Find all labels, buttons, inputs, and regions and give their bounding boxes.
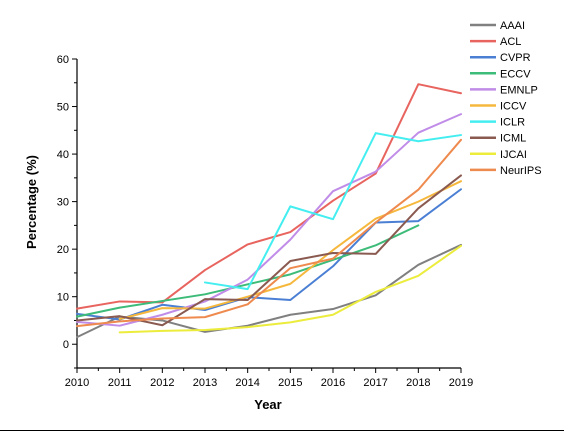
y-tick-label: 10	[57, 292, 69, 304]
legend-label-icml: ICML	[500, 133, 526, 145]
legend-label-aaai: AAAI	[500, 20, 525, 32]
series-line-emnlp	[76, 113, 462, 327]
x-tick-label: 2012	[150, 377, 174, 389]
y-tick-label: 0	[63, 339, 69, 351]
x-tick-label: 2016	[321, 377, 345, 389]
series-line-iclr	[204, 132, 462, 291]
x-tick-label: 2017	[363, 377, 387, 389]
y-tick-label: 40	[57, 149, 69, 161]
legend-label-ijcai: IJCAI	[500, 149, 527, 161]
x-tick-label: 2015	[278, 377, 302, 389]
legend-label-acl: ACL	[500, 36, 521, 48]
series-line-ijcai	[118, 244, 462, 334]
x-tick-label: 2010	[65, 377, 89, 389]
x-tick-label: 2019	[449, 377, 473, 389]
series-line-aaai	[76, 243, 462, 339]
legend-label-iclr: ICLR	[500, 117, 525, 129]
x-tick-label: 2014	[235, 377, 259, 389]
series-line-acl	[76, 83, 462, 310]
y-tick-label: 20	[57, 244, 69, 256]
y-tick-label: 60	[57, 54, 69, 66]
y-axis-title: Percentage (%)	[24, 155, 39, 249]
series-line-cvpr	[76, 188, 462, 321]
bottom-divider	[0, 430, 564, 431]
series-lines	[76, 83, 462, 339]
series-line-eccv	[76, 224, 420, 318]
y-tick-label: 50	[57, 102, 69, 114]
series-line-neurips	[76, 138, 462, 328]
x-tick-label: 2013	[193, 377, 217, 389]
legend-label-neurips: NeurIPS	[500, 165, 542, 177]
x-tick-label: 2011	[108, 377, 132, 389]
legend-label-iccv: ICCV	[500, 101, 527, 113]
legend-label-emnlp: EMNLP	[500, 84, 538, 96]
legend-label-eccv: ECCV	[500, 68, 531, 80]
x-axis-title: Year	[254, 397, 281, 412]
x-tick-label: 2018	[406, 377, 430, 389]
series-line-iccv	[118, 180, 462, 321]
y-tick-label: 30	[57, 197, 69, 209]
legend: AAAI ACL CVPR ECCV EMNLP ICCV ICLR ICML IJCAI Neu…	[470, 20, 542, 177]
axes: 0 10 20 30 40 50 60 2010 2011 2012 2013 2014 2015 201…	[57, 54, 473, 389]
legend-label-cvpr: CVPR	[500, 52, 531, 64]
